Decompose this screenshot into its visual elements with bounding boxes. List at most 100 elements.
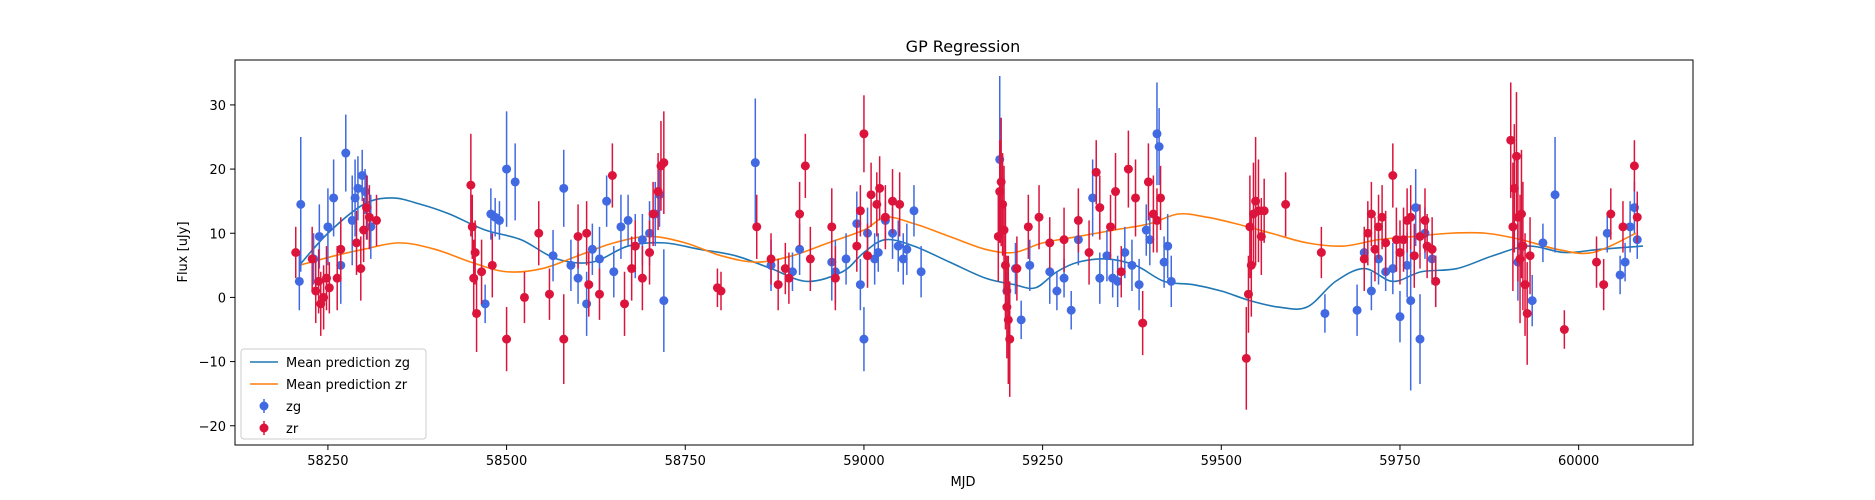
series-zr [291, 82, 1642, 410]
data-point-zg [1550, 190, 1560, 200]
data-point-zr [830, 273, 840, 283]
data-point-zr [470, 248, 480, 257]
data-point-zr [1399, 235, 1409, 245]
data-point-zg [294, 276, 304, 286]
y-tick-label: 20 [209, 163, 226, 178]
data-point-zr [1520, 280, 1530, 290]
chart-title: GP Regression [906, 37, 1021, 56]
data-point-zg [1625, 222, 1635, 232]
data-point-zg [1615, 270, 1625, 280]
data-point-zg [1602, 228, 1612, 238]
data-point-zr [1427, 244, 1437, 254]
legend-label-zr-points: zr [286, 422, 299, 437]
data-point-zr [291, 248, 301, 257]
data-point-zr [859, 129, 869, 139]
data-point-zr [1152, 215, 1162, 225]
data-point-zg [314, 231, 324, 241]
data-point-zg [566, 260, 576, 270]
data-point-zr [866, 190, 876, 200]
data-point-zg [480, 299, 490, 309]
x-tick-label: 59250 [1022, 454, 1063, 469]
y-tick-label: 30 [209, 99, 226, 114]
data-point-zg [1402, 260, 1412, 270]
data-point-zg [366, 222, 376, 232]
data-point-zg [1352, 305, 1362, 315]
data-point-zr [1241, 353, 1251, 363]
data-point-zr [1245, 222, 1255, 232]
data-point-zg [595, 254, 604, 264]
data-point-zg [1016, 315, 1026, 325]
data-point-zg [609, 267, 619, 277]
data-point-zr [1388, 171, 1398, 180]
data-point-zg [329, 193, 339, 203]
data-point-zr [795, 209, 805, 219]
data-point-zr [780, 264, 790, 274]
data-point-zg [1066, 305, 1076, 315]
data-point-zr [895, 199, 905, 209]
legend-swatch-zg-points [259, 399, 269, 413]
data-point-zr [1123, 164, 1133, 174]
legend: Mean prediction zg Mean prediction zr zg… [240, 348, 427, 440]
data-point-zg [1395, 312, 1405, 322]
data-point-zr [1518, 241, 1528, 251]
data-point-zr [1034, 212, 1044, 222]
data-point-zg [1102, 251, 1112, 261]
data-point-zr [1525, 251, 1535, 261]
data-point-zr [1374, 222, 1384, 232]
data-point-zr [1084, 248, 1094, 257]
y-tick-label: −20 [199, 420, 226, 435]
data-point-zr [595, 289, 604, 299]
line-mean-prediction-zg [298, 197, 1644, 311]
data-point-zg [353, 183, 363, 193]
data-point-zg [1141, 225, 1151, 235]
data-point-zg [1159, 257, 1169, 267]
data-point-zg [750, 158, 760, 168]
data-point-zg [1527, 296, 1537, 306]
data-point-zr [1143, 177, 1153, 187]
legend-label-zr-line: Mean prediction zr [286, 378, 408, 393]
legend-label-zg-line: Mean prediction zg [286, 356, 410, 371]
data-point-zr [1381, 238, 1391, 248]
y-axis-label: Flux [uJy] [176, 221, 191, 282]
legend-box [240, 348, 427, 440]
data-point-zr [519, 292, 529, 302]
data-point-zr [1073, 215, 1083, 225]
data-point-zg [1415, 334, 1425, 344]
data-point-zg [1045, 267, 1055, 277]
data-point-zr [773, 280, 783, 290]
data-point-zg [1320, 308, 1330, 318]
data-point-zg [1411, 203, 1421, 213]
data-point-zg [1059, 273, 1069, 283]
data-point-zr [1606, 209, 1616, 219]
data-point-zr [1012, 264, 1022, 274]
data-point-zg [510, 177, 520, 187]
data-point-zr [559, 334, 569, 344]
plot-frame [234, 59, 1694, 446]
data-point-zr [1508, 222, 1518, 232]
data-point-zr [1391, 235, 1401, 245]
data-point-zr [1409, 251, 1419, 261]
data-point-zr [645, 248, 655, 257]
data-point-zg [1620, 257, 1630, 267]
data-point-zr [620, 299, 630, 309]
data-point-zr [1059, 235, 1069, 245]
data-point-zg [841, 254, 851, 264]
data-point-zr [1023, 222, 1033, 232]
data-point-zr [1420, 215, 1430, 225]
data-point-zr [1111, 187, 1121, 197]
data-point-zg [296, 199, 306, 209]
data-point-zr [1246, 260, 1256, 270]
data-point-zg [1366, 286, 1376, 296]
data-point-zr [827, 222, 837, 232]
data-point-zg [1052, 286, 1062, 296]
data-point-zg [1145, 235, 1155, 245]
data-point-zr [1259, 206, 1269, 216]
data-point-zr [1377, 212, 1387, 222]
data-point-zg [898, 254, 908, 264]
y-tick-label: −10 [199, 356, 226, 371]
data-point-zg [1134, 280, 1144, 290]
data-point-zr [1516, 209, 1526, 219]
data-point-zg [602, 196, 612, 206]
data-point-zr [1592, 257, 1602, 267]
data-point-zr [336, 244, 346, 254]
